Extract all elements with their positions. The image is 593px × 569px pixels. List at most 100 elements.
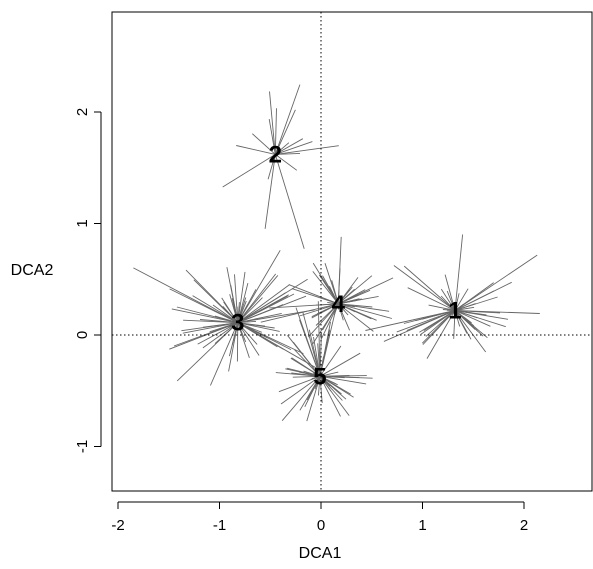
spider-line-group-1 — [383, 310, 456, 342]
spider-line-group-5 — [319, 375, 347, 400]
spider-line-group-2 — [275, 142, 290, 155]
y-axis-title: DCA2 — [11, 262, 54, 279]
spider-line-group-5 — [319, 371, 339, 377]
y-tick-label: 0 — [74, 331, 91, 339]
spider-line-group-1 — [419, 310, 456, 333]
spider-line-group-3 — [228, 322, 239, 357]
spider-line-group-3 — [237, 322, 266, 327]
spider-line-group-5 — [299, 376, 321, 411]
spider-line-group-3 — [199, 319, 238, 324]
spider-line-group-1 — [365, 310, 456, 331]
spider-line-group-3 — [221, 297, 239, 323]
centroid-label-1: 1 — [448, 297, 461, 324]
spider-line-group-5 — [294, 349, 321, 377]
spider-line-group-4 — [337, 303, 349, 316]
spider-line-group-3 — [203, 322, 238, 328]
spider-line-group-3 — [197, 322, 239, 345]
spider-line-group-2 — [275, 141, 313, 155]
spider-line-group-5 — [278, 375, 321, 393]
x-tick-label: 2 — [520, 517, 528, 534]
spider-line-group-3 — [209, 322, 239, 386]
spider-line-group-5 — [317, 376, 321, 396]
spider-line-group-1 — [393, 265, 456, 311]
spider-line-group-5 — [319, 329, 330, 377]
spider-line-group-5 — [319, 352, 361, 377]
centroid-label-3: 3 — [231, 310, 244, 337]
spider-line-group-4 — [337, 268, 341, 304]
y-axis: -1 0 1 2 — [74, 108, 102, 453]
spider-line-group-5 — [275, 372, 321, 377]
spider-line-group-1 — [396, 310, 456, 333]
spider-line-group-3 — [237, 297, 247, 323]
x-axis: -2 -1 0 1 2 — [111, 501, 528, 534]
spider-line-group-3 — [176, 322, 239, 382]
spider-line-group-3 — [237, 284, 290, 324]
y-tick-label: 1 — [74, 219, 91, 227]
spider-line-group-1 — [453, 310, 456, 339]
spider-line-group-1 — [454, 234, 464, 311]
spider-line-group-3 — [237, 322, 268, 339]
spider-line-group-3 — [228, 322, 239, 372]
spider-line-group-4 — [338, 303, 372, 320]
spider-line-group-4 — [337, 303, 351, 331]
spider-line-group-3 — [133, 267, 239, 324]
spider-line-group-5 — [319, 332, 322, 377]
spider-line-group-5 — [319, 375, 360, 379]
spider-line-group-1 — [454, 310, 540, 314]
spider-line-group-3 — [193, 279, 239, 324]
spider-line-group-1 — [403, 265, 456, 311]
spider-line-group-3 — [169, 322, 238, 350]
plot-frame — [111, 11, 593, 492]
spider-line-group-4 — [311, 303, 339, 318]
spider-line-group-1 — [454, 288, 469, 311]
spider-line-group-3 — [237, 322, 258, 345]
spider-line-group-2 — [275, 138, 304, 155]
spider-line-group-2 — [275, 154, 298, 171]
spider-line-group-4 — [338, 303, 393, 319]
spider-line-group-3 — [237, 297, 263, 324]
spider-line-group-3 — [237, 322, 284, 350]
spider-line-group-1 — [407, 287, 456, 311]
spider-line-group-1 — [454, 296, 498, 311]
spider-line-group-3 — [237, 295, 307, 324]
spider-line-group-3 — [237, 271, 246, 323]
spider-line-group-5 — [308, 373, 321, 377]
centroid-label-2: 2 — [269, 141, 282, 168]
spider-line-group-2 — [275, 145, 339, 155]
spider-line-group-1 — [440, 288, 456, 311]
spider-line-group-1 — [454, 293, 460, 311]
spider-line-group-4 — [315, 303, 339, 306]
spider-line-group-4 — [338, 294, 359, 305]
spider-line-group-2 — [274, 109, 296, 155]
spider-line-group-3 — [171, 308, 238, 324]
spider-line-group-4 — [260, 303, 339, 323]
spider-line-group-2 — [275, 152, 301, 155]
spider-line-group-5 — [281, 376, 321, 421]
spider-line-group-5 — [319, 376, 332, 392]
spider-line-group-3 — [226, 267, 239, 323]
spider-line-group-4 — [312, 271, 339, 305]
spider-line-group-5 — [319, 345, 342, 377]
spider-line-group-2 — [274, 84, 301, 155]
spider-line-group-2 — [236, 145, 276, 155]
spider-line-group-5 — [319, 375, 367, 385]
spider-line-group-1 — [454, 310, 478, 331]
spider-line-group-5 — [308, 329, 321, 377]
spider-line-group-4 — [337, 288, 355, 305]
centroid-label-5: 5 — [313, 363, 326, 390]
x-tick-label: -1 — [213, 517, 226, 534]
spider-lines — [133, 84, 540, 422]
spider-line-group-5 — [317, 343, 321, 377]
spider-line-group-1 — [444, 274, 456, 311]
spider-line-group-5 — [280, 375, 321, 405]
spider-line-group-3 — [176, 306, 238, 324]
spider-line-group-1 — [454, 254, 538, 311]
spider-line-group-5 — [319, 375, 354, 398]
y-tick-label: 2 — [74, 108, 91, 116]
spider-line-group-2 — [251, 133, 276, 155]
spider-line-group-1 — [454, 281, 512, 311]
spider-line-group-2 — [274, 154, 305, 249]
spider-line-group-4 — [315, 303, 339, 326]
spider-line-group-3 — [237, 320, 257, 324]
